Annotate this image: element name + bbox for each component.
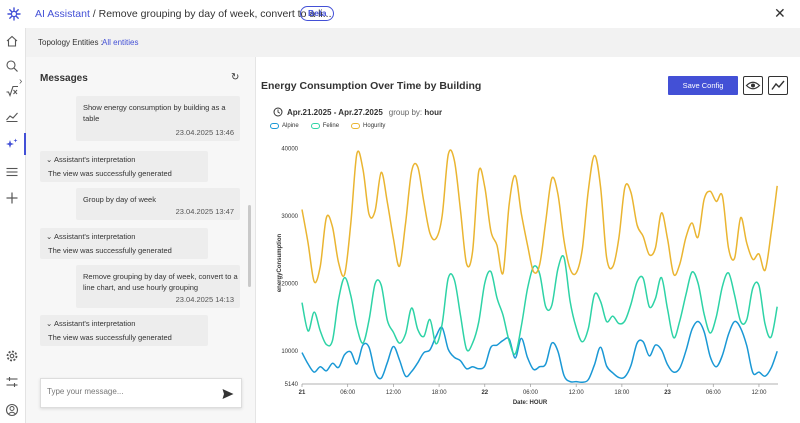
conversation-title: Remove grouping by day of week, convert …: [98, 8, 332, 20]
series-line-hogurity: [301, 149, 778, 284]
menu-list-icon[interactable]: [5, 165, 19, 179]
y-tick-label: 20000: [281, 282, 298, 288]
x-axis-label: Date: HOUR: [513, 400, 548, 406]
series-line-alpine: [301, 320, 778, 384]
x-tick-label: 06:00: [340, 390, 356, 396]
date-range[interactable]: Apr.21.2025 - Apr.27.2025 group by: hour: [287, 108, 443, 117]
clock-icon: [273, 107, 283, 117]
sliders-icon[interactable]: [5, 375, 19, 389]
page-title: AI Assistant / Remove grouping by day of…: [35, 8, 332, 20]
chart-title: Energy Consumption Over Time by Building: [261, 80, 482, 92]
message-input[interactable]: [47, 387, 217, 396]
topology-label: Topology Entities :: [38, 38, 103, 47]
topology-filter-bar: Topology Entities : All entities: [26, 28, 800, 57]
line-chart-icon: [771, 80, 785, 90]
group-by-label: group by:: [388, 108, 423, 117]
legend-item-hogurity[interactable]: Hogurity: [351, 123, 385, 129]
group-by-value: hour: [424, 108, 443, 117]
refresh-icon[interactable]: ↻: [231, 72, 240, 83]
user-message: Group by day of week 23.04.2025 13:47: [76, 188, 240, 220]
interpretation-toggle[interactable]: ⌄ Assistant's interpretation: [46, 319, 136, 328]
beta-badge: Beta: [300, 6, 335, 21]
settings-gear-icon[interactable]: [5, 349, 19, 363]
chart-panel: Energy Consumption Over Time by Building…: [255, 57, 800, 423]
messages-scrollbar[interactable]: [248, 205, 251, 287]
save-config-button[interactable]: Save Config: [668, 76, 738, 95]
assistant-interpretation: ⌄ Assistant's interpretation The view wa…: [40, 228, 208, 259]
chart-type-button[interactable]: [768, 76, 788, 95]
interpretation-toggle[interactable]: ⌄ Assistant's interpretation: [46, 155, 136, 164]
x-tick-label: 18:00: [432, 390, 448, 396]
y-tick-label: 10000: [281, 349, 298, 355]
formula-icon[interactable]: [5, 84, 19, 98]
user-account-icon[interactable]: [5, 403, 19, 417]
x-tick-label: 23: [664, 390, 671, 396]
header-bar: AI Assistant / Remove grouping by day of…: [0, 0, 800, 28]
app-logo-icon: [7, 7, 21, 21]
legend-item-alpine[interactable]: Alpine: [270, 123, 299, 129]
messages-panel: Messages ↻ Show energy consumption by bu…: [26, 57, 255, 423]
x-tick-label: 22: [481, 390, 488, 396]
chart-legend: Alpine Feline Hogurity: [270, 123, 385, 129]
legend-item-feline[interactable]: Feline: [310, 123, 339, 129]
active-nav-indicator: [24, 133, 26, 155]
user-message: Show energy consumption by building as a…: [76, 96, 240, 141]
y-tick-label: 40000: [281, 147, 298, 153]
eye-icon: [745, 81, 761, 90]
topology-entities-link[interactable]: All entities: [102, 38, 139, 47]
trend-icon[interactable]: [5, 109, 19, 123]
x-tick-label: 12:00: [569, 390, 585, 396]
x-tick-label: 21: [299, 390, 306, 396]
series-line-feline: [301, 255, 778, 356]
message-timestamp: 23.04.2025 13:47: [175, 207, 234, 216]
y-tick-label: 5140: [285, 382, 299, 388]
ai-sparkle-icon[interactable]: [5, 137, 19, 151]
add-icon[interactable]: [5, 191, 19, 205]
message-timestamp: 23.04.2025 13:46: [175, 128, 234, 137]
x-tick-label: 12:00: [751, 390, 767, 396]
message-composer: [40, 378, 242, 408]
close-icon[interactable]: ✕: [774, 5, 786, 21]
x-tick-label: 06:00: [706, 390, 722, 396]
assistant-interpretation: ⌄ Assistant's interpretation The view wa…: [40, 315, 208, 346]
x-tick-label: 18:00: [614, 390, 630, 396]
y-tick-label: 30000: [281, 214, 298, 220]
messages-title: Messages: [40, 73, 88, 84]
search-analytics-icon[interactable]: [5, 59, 19, 73]
x-tick-label: 06:00: [523, 390, 539, 396]
expand-chevron-icon[interactable]: ›: [19, 76, 23, 87]
energy-line-chart: 5140 10000 20000 30000 40000 21 06:00 12:00 18:0…: [277, 147, 778, 406]
user-message: Remove grouping by day of week, convert …: [76, 265, 240, 308]
x-tick-label: 12:00: [386, 390, 402, 396]
breadcrumb-app-link[interactable]: AI Assistant: [35, 8, 90, 20]
y-axis-label: energyConsumption: [277, 234, 283, 293]
send-icon[interactable]: [221, 387, 235, 401]
interpretation-toggle[interactable]: ⌄ Assistant's interpretation: [46, 232, 136, 241]
assistant-interpretation: ⌄ Assistant's interpretation The view wa…: [40, 151, 208, 182]
breadcrumb-separator: /: [89, 8, 99, 20]
preview-toggle-button[interactable]: [743, 76, 763, 95]
nav-rail: ›: [0, 28, 26, 423]
home-icon[interactable]: [5, 34, 19, 48]
message-timestamp: 23.04.2025 14:13: [175, 295, 234, 304]
